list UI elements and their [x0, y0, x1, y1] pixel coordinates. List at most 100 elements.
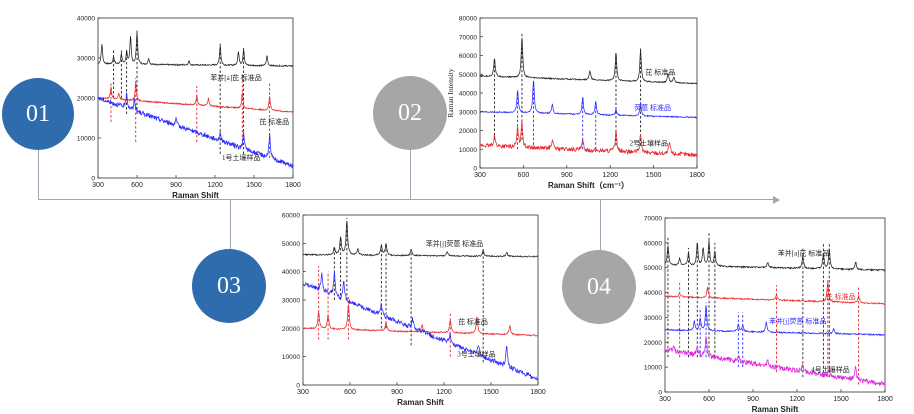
series-line: [664, 240, 886, 272]
step-03-badge: 03: [192, 249, 266, 323]
x-tick-label: 1200: [207, 182, 223, 189]
x-tick-label: 300: [92, 182, 104, 189]
y-tick-label: 10000: [77, 136, 95, 143]
series-line: [479, 120, 698, 158]
x-tick-label: 300: [659, 396, 671, 403]
y-tick-label: 30000: [77, 56, 95, 63]
y-tick-label: 70000: [459, 34, 477, 41]
y-tick-label: 0: [473, 166, 477, 173]
y-tick-label: 20000: [644, 340, 662, 347]
x-tick-label: 1500: [483, 389, 499, 396]
series-annotation: 3号土壤样品: [457, 350, 496, 359]
chart-soil-sample-2: 300 600 900 1200 1500 1800 0 10000 20000 30000 400…: [446, 16, 705, 191]
x-tick-label: 900: [170, 182, 182, 189]
y-tick-label: 0: [91, 176, 95, 183]
x-tick-label: 600: [344, 389, 356, 396]
y-tick-label: 70000: [644, 216, 662, 223]
chart-soil-sample-1: 300 600 900 1200 1500 1800 0 10000 20000 30000 400…: [77, 16, 301, 201]
y-tick-label: 0: [658, 390, 662, 397]
series-line: [664, 336, 886, 387]
x-tick-label: 900: [747, 396, 759, 403]
connector-arrow-icon: [773, 196, 780, 204]
series-annotation: 4号土壤样品: [811, 365, 850, 374]
x-tick-label: 1800: [530, 389, 546, 396]
x-tick-label: 300: [297, 389, 309, 396]
step-04-label: 04: [587, 273, 611, 300]
series-line: [97, 92, 294, 169]
plot-frame: [302, 214, 539, 386]
connector-horizontal: [38, 199, 776, 200]
step-02-badge: 02: [373, 76, 447, 150]
series-line: [302, 271, 539, 382]
series-line: [302, 221, 539, 258]
y-tick-label: 40000: [644, 290, 662, 297]
x-axis-label: Raman Shift: [752, 405, 799, 414]
y-tick-label: 20000: [282, 326, 300, 333]
x-tick-label: 900: [391, 389, 403, 396]
x-axis-label: Raman Shift（cm⁻¹）: [548, 180, 629, 190]
x-tick-label: 1800: [877, 396, 893, 403]
series-annotation: 芘 标准品: [259, 117, 289, 126]
x-axis-label: Raman Shift: [172, 191, 219, 200]
y-tick-label: 60000: [644, 240, 662, 247]
x-tick-label: 1200: [789, 396, 805, 403]
series-annotation: 苯并[a]芘 标准品: [210, 73, 262, 82]
connector-03: [230, 199, 231, 249]
chart-soil-sample-3: 300 600 900 1200 1500 1800 0 10000 20000 30000 400…: [282, 213, 546, 408]
x-tick-label: 1500: [246, 182, 262, 189]
y-tick-label: 30000: [459, 109, 477, 116]
step-04-badge: 04: [562, 250, 636, 324]
y-tick-label: 60000: [459, 53, 477, 60]
series-line: [664, 305, 886, 337]
y-tick-label: 50000: [282, 241, 300, 248]
y-tick-label: 10000: [644, 365, 662, 372]
series-line: [665, 282, 886, 305]
step-02-label: 02: [398, 99, 422, 126]
step-01-label: 01: [26, 100, 50, 127]
series-line: [479, 80, 698, 119]
x-tick-label: 1200: [602, 172, 618, 179]
y-tick-label: 20000: [77, 96, 95, 103]
connector-04: [600, 199, 601, 259]
plot-frame: [664, 217, 886, 393]
series-annotation: 苯并[j]荧蒽 标准品: [769, 317, 826, 326]
y-tick-label: 80000: [459, 16, 477, 23]
y-tick-label: 60000: [282, 213, 300, 220]
x-tick-label: 1800: [689, 172, 705, 179]
x-tick-label: 1500: [646, 172, 662, 179]
x-tick-label: 600: [131, 182, 143, 189]
x-tick-label: 1200: [436, 389, 452, 396]
x-tick-label: 600: [703, 396, 715, 403]
y-tick-label: 20000: [459, 128, 477, 135]
series-annotation: 1号土壤样品: [222, 153, 261, 162]
series-annotation: 荧蒽 标准品: [634, 103, 671, 112]
x-tick-label: 300: [474, 172, 486, 179]
y-tick-label: 30000: [282, 298, 300, 305]
y-tick-label: 50000: [459, 72, 477, 79]
series-line: [97, 32, 294, 68]
y-axis-label: Raman Intensity: [446, 68, 455, 118]
series-annotation: 芘 标准品: [646, 67, 676, 76]
y-tick-label: 10000: [282, 354, 300, 361]
x-tick-label: 1800: [285, 182, 301, 189]
connector-02: [410, 140, 411, 199]
series-annotation: 苯并[a]芘 标准品: [778, 248, 830, 257]
series-annotation: 芘 标准品: [826, 292, 856, 301]
x-tick-label: 600: [518, 172, 530, 179]
step-01-badge: 01: [2, 78, 74, 150]
series-annotation: 2号土壤样品: [630, 139, 669, 148]
y-tick-label: 40000: [459, 91, 477, 98]
chart-soil-sample-4: 300 600 900 1200 1500 1800 0 10000 20000 30000 400…: [644, 216, 893, 414]
series-annotation: 芘 标准品: [458, 317, 488, 326]
step-03-label: 03: [217, 272, 241, 299]
y-tick-label: 10000: [459, 147, 477, 154]
series-annotation: 苯并[j]荧蒽 标准品: [426, 239, 483, 248]
y-tick-label: 40000: [282, 269, 300, 276]
series-line: [97, 83, 294, 114]
series-line: [479, 37, 697, 85]
x-tick-label: 900: [561, 172, 573, 179]
x-axis-label: Raman Shift: [397, 398, 444, 407]
y-tick-label: 40000: [77, 16, 95, 23]
y-tick-label: 30000: [644, 315, 662, 322]
